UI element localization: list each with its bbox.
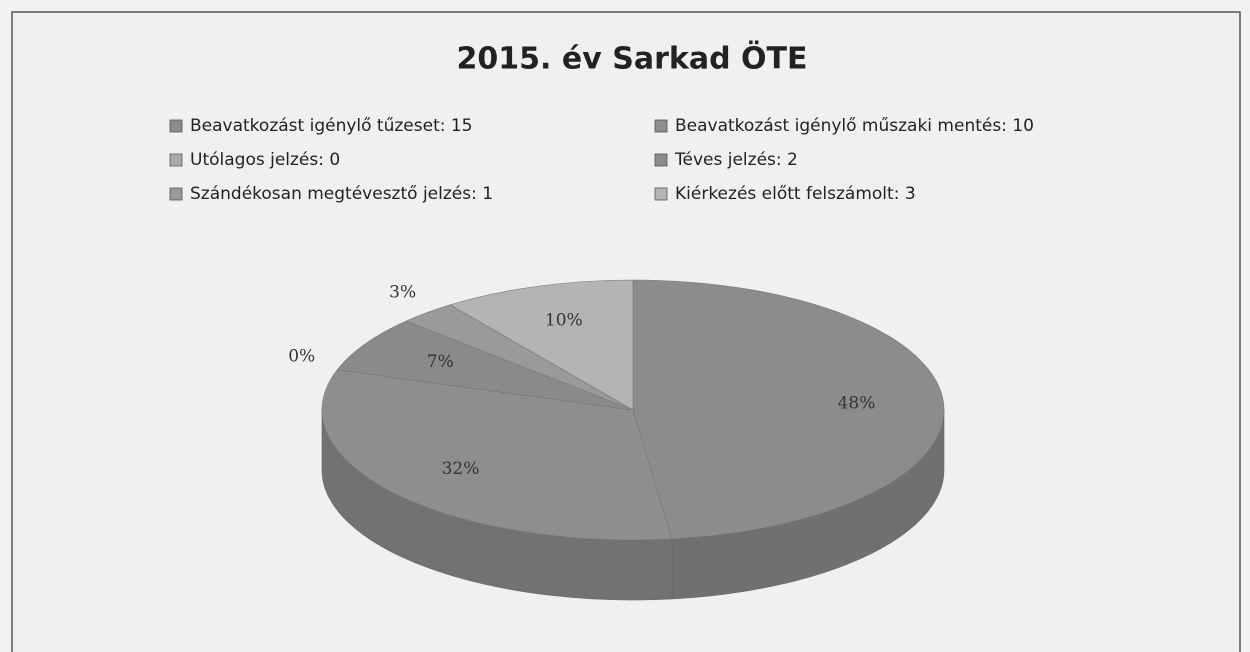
data-label: 10% <box>545 310 583 330</box>
legend-label: Téves jelzés: 2 <box>674 150 798 170</box>
legend-label: Kiérkezés előtt felszámolt: 3 <box>675 184 916 204</box>
pie-slice <box>449 279 634 411</box>
legend-label: Beavatkozást igénylő tűzeset: 15 <box>190 116 473 136</box>
legend-swatch <box>169 119 183 133</box>
data-label: 7% <box>427 352 454 372</box>
legend-swatch <box>169 153 183 167</box>
pie-slice <box>321 369 673 541</box>
legend-label: Szándékosan megtévesztő jelzés: 1 <box>190 184 493 204</box>
legend-swatch <box>169 187 183 201</box>
legend-label: Beavatkozást igénylő műszaki mentés: 10 <box>675 116 1034 136</box>
legend-swatch <box>654 187 668 201</box>
data-label: 32% <box>442 459 480 479</box>
chart-title: 2015. év Sarkad ÖTE <box>457 40 808 77</box>
data-label: 0% <box>288 347 315 367</box>
pie-slice <box>632 279 945 540</box>
legend-label: Utólagos jelzés: 0 <box>190 150 340 170</box>
legend-swatch <box>654 153 668 167</box>
legend-swatch <box>654 119 668 133</box>
pie-slice <box>336 320 634 411</box>
data-label: 48% <box>838 394 876 414</box>
data-label: 3% <box>389 282 416 302</box>
